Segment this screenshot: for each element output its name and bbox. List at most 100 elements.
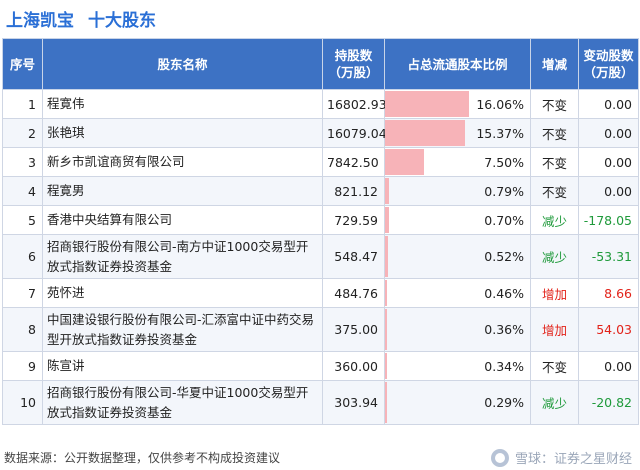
ratio-value: 0.79% — [484, 183, 524, 199]
table-row: 4 程寛男 821.12 0.79% 不变 0.00 — [2, 176, 639, 206]
change-status: 不变 — [530, 118, 579, 148]
float-ratio-cell: 0.36% — [384, 307, 531, 352]
table-row: 9 陈宣讲 360.00 0.34% 不变 0.00 — [2, 351, 639, 381]
ratio-value: 0.70% — [484, 212, 524, 228]
float-ratio-cell: 0.34% — [384, 351, 531, 381]
header-change: 增减 — [530, 38, 579, 90]
ratio-bar — [385, 353, 387, 379]
ratio-bar — [385, 207, 389, 233]
share-delta: 0.00 — [578, 118, 639, 148]
share-delta: -178.05 — [578, 205, 639, 235]
change-status: 不变 — [530, 176, 579, 206]
shareholder-name: 新乡市凯谊商贸有限公司 — [42, 147, 323, 177]
shareholder-name: 中国建设银行股份有限公司-汇添富中证中药交易型开放式指数证券投资基金 — [42, 307, 323, 352]
change-status: 增加 — [530, 278, 579, 308]
row-index: 5 — [2, 205, 43, 235]
share-delta: -20.82 — [578, 380, 639, 425]
title-bar: 上海凯宝 十大股东 — [6, 4, 156, 32]
share-delta: 54.03 — [578, 307, 639, 352]
shareholders-table: 序号 股东名称 持股数 （万股） 占总流通股本比例 增减 变动股数 （万股） 1 程寛… — [2, 38, 639, 425]
shareholder-name: 张艳琪 — [42, 118, 323, 148]
row-index: 7 — [2, 278, 43, 308]
shareholder-name: 程寛男 — [42, 176, 323, 206]
share-delta: 0.00 — [578, 89, 639, 119]
shares-held: 729.59 — [322, 205, 385, 235]
table-row: 10 招商银行股份有限公司-华夏中证1000交易型开放式指数证券投资基金 303.9… — [2, 380, 639, 425]
ratio-value: 15.37% — [476, 125, 524, 141]
ratio-bar — [385, 178, 390, 204]
table-row: 7 苑怀进 484.76 0.46% 增加 8.66 — [2, 278, 639, 308]
shareholder-name: 招商银行股份有限公司-华夏中证1000交易型开放式指数证券投资基金 — [42, 380, 323, 425]
share-delta: 8.66 — [578, 278, 639, 308]
shares-held: 7842.50 — [322, 147, 385, 177]
table-row: 5 香港中央结算有限公司 729.59 0.70% 减少 -178.05 — [2, 205, 639, 235]
row-index: 4 — [2, 176, 43, 206]
shares-held: 303.94 — [322, 380, 385, 425]
ratio-value: 16.06% — [476, 96, 524, 112]
shares-held: 360.00 — [322, 351, 385, 381]
header-name: 股东名称 — [42, 38, 323, 90]
ratio-bar — [385, 382, 387, 423]
change-status: 减少 — [530, 205, 579, 235]
float-ratio-cell: 15.37% — [384, 118, 531, 148]
ratio-value: 0.46% — [484, 285, 524, 301]
row-index: 3 — [2, 147, 43, 177]
change-status: 减少 — [530, 380, 579, 425]
row-index: 6 — [2, 234, 43, 279]
header-shares: 持股数 （万股） — [322, 38, 385, 90]
data-source-note: 数据来源：公开数据整理，仅供参考不构成投资建议 — [4, 451, 281, 465]
float-ratio-cell: 7.50% — [384, 147, 531, 177]
ratio-bar — [385, 91, 470, 117]
ratio-value: 7.50% — [484, 154, 524, 170]
table-row: 6 招商银行股份有限公司-南方中证1000交易型开放式指数证券投资基金 548.47… — [2, 234, 639, 279]
snowball-logo-icon — [490, 448, 509, 467]
ratio-value: 0.34% — [484, 358, 524, 374]
float-ratio-cell: 0.52% — [384, 234, 531, 279]
shareholder-name: 陈宣讲 — [42, 351, 323, 381]
change-status: 增加 — [530, 307, 579, 352]
ratio-bar — [385, 309, 387, 350]
float-ratio-cell: 16.06% — [384, 89, 531, 119]
header-shares-text: 持股数 （万股） — [328, 48, 379, 80]
shareholder-name: 招商银行股份有限公司-南方中证1000交易型开放式指数证券投资基金 — [42, 234, 323, 279]
header-delta: 变动股数 （万股） — [578, 38, 639, 90]
shares-held: 16079.04 — [322, 118, 387, 148]
ratio-value: 0.29% — [484, 395, 524, 410]
ratio-bar — [385, 236, 388, 277]
change-status: 不变 — [530, 351, 579, 381]
share-delta: 0.00 — [578, 147, 639, 177]
shares-held: 375.00 — [322, 307, 385, 352]
ratio-bar — [385, 120, 466, 146]
shares-held: 484.76 — [322, 278, 385, 308]
ratio-bar — [385, 149, 425, 175]
shares-held: 548.47 — [322, 234, 385, 279]
row-index: 1 — [2, 89, 43, 119]
brand-watermark: 雪球：证券之星财经 — [490, 448, 632, 467]
row-index: 2 — [2, 118, 43, 148]
share-delta: -53.31 — [578, 234, 639, 279]
row-index: 9 — [2, 351, 43, 381]
table-row: 3 新乡市凯谊商贸有限公司 7842.50 7.50% 不变 0.00 — [2, 147, 639, 177]
table-row: 2 张艳琪 16079.04 15.37% 不变 0.00 — [2, 118, 639, 148]
share-delta: 0.00 — [578, 351, 639, 381]
brand-text: 雪球：证券之星财经 — [514, 452, 632, 467]
float-ratio-cell: 0.70% — [384, 205, 531, 235]
shares-held: 821.12 — [322, 176, 385, 206]
subject-title: 十大股东 — [88, 10, 156, 31]
ratio-value: 0.52% — [484, 249, 524, 264]
company-title: 上海凯宝 — [6, 10, 74, 31]
change-status: 不变 — [530, 147, 579, 177]
header-delta-text: 变动股数 （万股） — [583, 48, 634, 80]
float-ratio-cell: 0.79% — [384, 176, 531, 206]
change-status: 不变 — [530, 89, 579, 119]
float-ratio-cell: 0.29% — [384, 380, 531, 425]
shares-held: 16802.93 — [322, 89, 387, 119]
table-row: 1 程寛伟 16802.93 16.06% 不变 0.00 — [2, 89, 639, 119]
float-ratio-cell: 0.46% — [384, 278, 531, 308]
header-ratio: 占总流通股本比例 — [384, 38, 531, 90]
row-index: 8 — [2, 307, 43, 352]
table-row: 8 中国建设银行股份有限公司-汇添富中证中药交易型开放式指数证券投资基金 375.0… — [2, 307, 639, 352]
ratio-value: 0.36% — [484, 322, 524, 337]
change-status: 减少 — [530, 234, 579, 279]
shareholder-name: 香港中央结算有限公司 — [42, 205, 323, 235]
